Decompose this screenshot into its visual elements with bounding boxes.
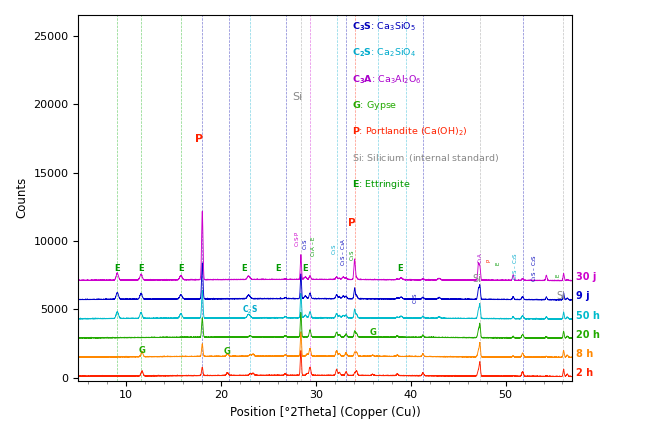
Text: $\mathbf{G}$: Gypse: $\mathbf{G}$: Gypse <box>353 99 398 112</box>
Text: C$_3$S: C$_3$S <box>330 243 339 255</box>
Text: C$_3$S·P: C$_3$S·P <box>294 230 302 247</box>
Text: E: E <box>496 261 501 265</box>
Text: P: P <box>348 218 356 228</box>
Text: E: E <box>556 273 560 277</box>
Text: C$_3$A: C$_3$A <box>475 251 485 263</box>
Text: E: E <box>178 263 184 273</box>
Text: Si: Silicium$_{\,}$ (internal standard): Si: Silicium$_{\,}$ (internal standard) <box>353 152 499 164</box>
Text: E: E <box>398 263 403 273</box>
Text: P: P <box>195 134 203 144</box>
Text: $\mathbf{C_3A}$: Ca$_3$Al$_2$O$_6$: $\mathbf{C_3A}$: Ca$_3$Al$_2$O$_6$ <box>353 73 422 85</box>
Text: C$_3$S – C$_2$S: C$_3$S – C$_2$S <box>511 252 520 279</box>
Text: $\mathbf{P}$: Portlandite (Ca(OH)$_2$): $\mathbf{P}$: Portlandite (Ca(OH)$_2$) <box>353 126 468 138</box>
Text: G: G <box>224 347 231 356</box>
Text: $\mathbf{C_3S}$: Ca$_3$SiO$_5$: $\mathbf{C_3S}$: Ca$_3$SiO$_5$ <box>353 20 416 33</box>
Text: C$_3$S: C$_3$S <box>348 249 356 260</box>
Text: Si: Si <box>556 291 565 301</box>
Text: E: E <box>275 263 281 273</box>
Text: Si: Si <box>292 92 303 102</box>
Text: C$_3$A – E: C$_3$A – E <box>309 236 318 257</box>
Text: 9 j: 9 j <box>576 292 589 302</box>
Text: C$_2$S: C$_2$S <box>242 303 258 316</box>
Text: C$_3$S: C$_3$S <box>411 293 420 304</box>
Text: $\mathbf{C_2S}$: Ca$_2$SiO$_4$: $\mathbf{C_2S}$: Ca$_2$SiO$_4$ <box>353 47 417 59</box>
Y-axis label: Counts: Counts <box>15 177 28 218</box>
Text: 20 h: 20 h <box>576 330 600 340</box>
Text: Si: Si <box>473 274 481 284</box>
Text: $\mathbf{E}$: Ettringite: $\mathbf{E}$: Ettringite <box>353 178 411 191</box>
X-axis label: Position [°2Theta] (Copper (Cu)): Position [°2Theta] (Copper (Cu)) <box>230 406 421 419</box>
Text: 8 h: 8 h <box>576 349 593 359</box>
Text: E: E <box>114 263 120 273</box>
Text: C$_3$S – C$_2$S: C$_3$S – C$_2$S <box>530 254 539 283</box>
Text: C$_3$S – C$_3$A: C$_3$S – C$_3$A <box>339 238 348 266</box>
Text: 50 h: 50 h <box>576 311 600 321</box>
Text: E: E <box>241 263 247 273</box>
Text: 2 h: 2 h <box>576 368 593 378</box>
Text: 30 j: 30 j <box>576 272 596 282</box>
Text: G: G <box>370 328 376 337</box>
Text: E: E <box>302 263 308 273</box>
Text: G: G <box>139 346 145 355</box>
Text: C$_3$S: C$_3$S <box>301 238 310 250</box>
Text: E: E <box>138 263 144 273</box>
Text: P: P <box>487 259 491 262</box>
